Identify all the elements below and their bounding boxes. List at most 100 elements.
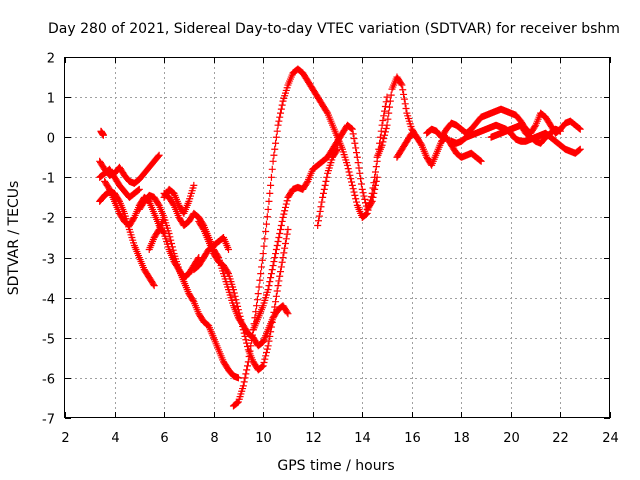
data-point [258,256,266,264]
data-point [264,286,272,294]
data-point [317,203,325,211]
data-point [275,234,283,241]
data-point [240,329,248,337]
data-point [278,217,286,225]
data-series [190,234,232,274]
data-point [284,225,292,233]
data-point [278,258,286,266]
data-point [398,81,406,89]
data-point [258,363,266,371]
data-point [269,157,277,165]
data-series [195,217,292,374]
data-point [372,163,380,171]
data-point [344,165,352,173]
data-point [241,332,249,340]
data-point [378,141,386,149]
data-point [189,296,197,304]
data-point [165,229,173,237]
data-series [97,127,107,139]
data-series [393,129,485,169]
data-point [576,145,584,153]
data-point [275,117,283,125]
data-point [237,316,245,324]
data-point [303,179,311,187]
data-point [476,157,484,165]
data-point [271,254,279,262]
y-tick-label: -1 [42,172,55,187]
data-point [262,220,270,228]
data-point [383,121,391,129]
data-point [361,195,369,203]
data-point [352,195,360,203]
data-point [575,124,583,132]
data-point [239,382,247,390]
data-point [260,242,268,250]
data-point [358,185,366,193]
data-point [105,184,113,192]
data-point [235,309,243,317]
x-tick-label: 20 [503,431,520,446]
data-point [267,274,275,282]
data-point [266,332,274,340]
data-point [274,238,282,246]
data-point [273,287,281,295]
data-point [254,290,262,298]
data-point [346,171,354,179]
data-point [353,153,361,161]
data-point [370,189,378,197]
data-point [283,308,291,316]
data-point [267,323,275,331]
data-point [345,168,353,176]
data-point [379,138,387,146]
data-point [234,399,242,407]
data-point [277,109,285,117]
data-point [319,189,327,197]
data-series [373,73,421,161]
data-point [347,175,355,183]
data-point [248,336,256,344]
data-point [253,296,261,304]
data-marks [96,65,584,410]
data-point [283,230,291,238]
data-point [135,185,143,193]
data-point [280,249,288,257]
data-point [351,139,359,147]
data-point [272,298,280,306]
y-tick-label: -5 [42,333,55,348]
data-point [190,181,198,189]
data-point [347,124,355,132]
data-point [239,326,247,334]
data-point [382,98,390,106]
data-point [268,318,276,326]
data-point [268,266,276,274]
data-point [283,197,291,205]
y-tick-label: -4 [42,293,55,308]
data-point [356,169,364,177]
data-point [277,225,285,233]
data-point [355,164,363,172]
data-point [377,127,385,135]
data-point [343,161,351,169]
data-point [246,347,254,355]
data-point [248,331,256,339]
data-point [531,123,539,131]
data-point [318,198,326,206]
data-point [315,217,323,225]
data-point [367,199,375,207]
data-point [243,362,251,370]
data-point [169,200,177,208]
data-point [232,296,240,304]
data-point [386,97,394,105]
data-point [477,157,485,165]
data-point [268,165,276,173]
data-point [233,399,241,407]
data-point [371,168,379,176]
y-tick-label: 2 [47,52,55,67]
data-point [276,113,284,121]
data-point [273,127,281,135]
data-point [348,125,356,133]
axis-ticks [65,57,611,419]
data-point [244,358,252,366]
data-point [259,250,267,258]
data-point [282,200,290,208]
